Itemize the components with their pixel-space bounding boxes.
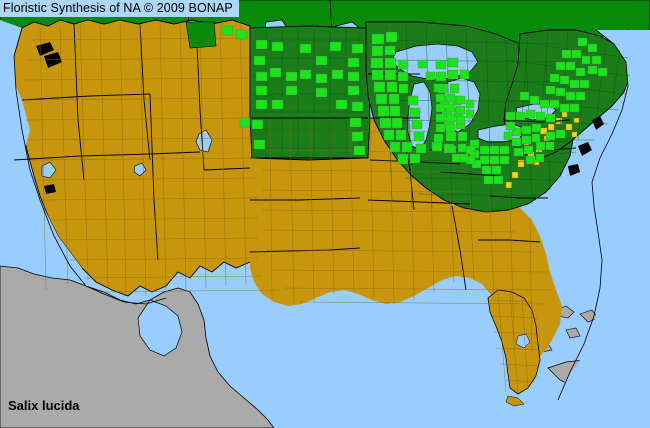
region-central-south-absent: [250, 116, 562, 368]
present-counties-ohio-valley: [447, 143, 476, 165]
present-counties-northeast: [469, 37, 608, 185]
title-banner: Floristic Synthesis of NA © 2009 BONAP: [0, 0, 239, 17]
present-counties-northwest-outlier: [185, 21, 217, 49]
species-name-label: Salix lucida: [8, 398, 80, 413]
pacific-coast-detail: [0, 20, 213, 280]
present-counties-michigan: [417, 59, 475, 143]
county-texture-absent: [23, 21, 553, 395]
atlantic-coast: [556, 30, 650, 428]
region-western-us-absent: [13, 19, 259, 297]
coastline: [13, 27, 629, 401]
title-text: Floristic Synthesis of NA © 2009 BONAP: [3, 1, 233, 15]
present-counties-upper-midwest: [370, 31, 470, 165]
present-counties-plains: [221, 25, 366, 156]
